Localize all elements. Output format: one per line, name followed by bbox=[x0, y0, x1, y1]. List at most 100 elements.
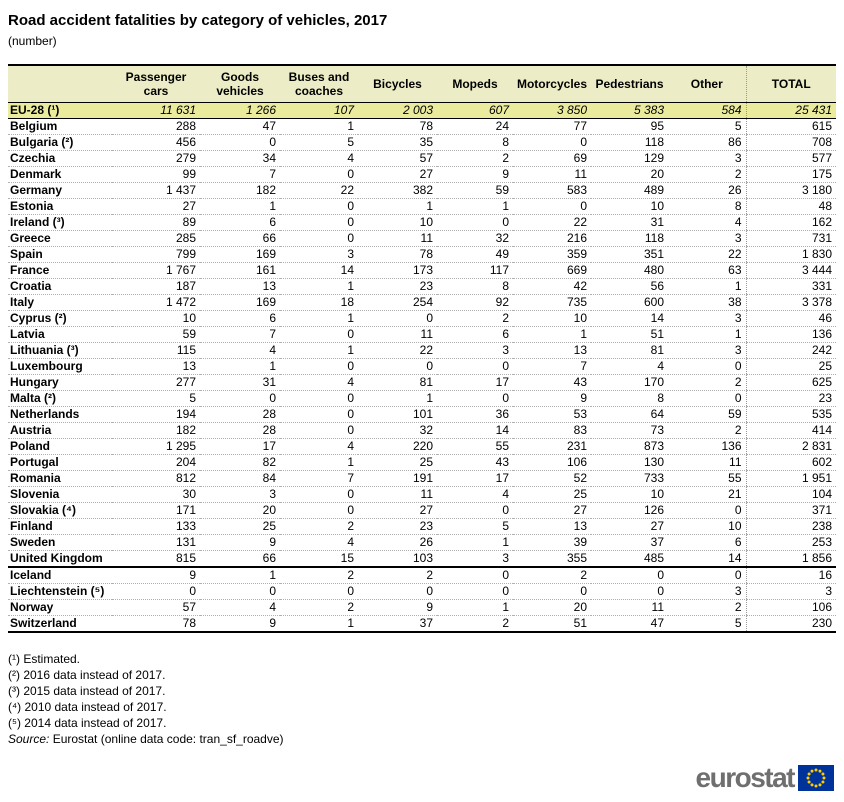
value-cell: 0 bbox=[437, 358, 513, 375]
value-cell: 0 bbox=[280, 214, 358, 231]
value-cell: 2 bbox=[280, 518, 358, 535]
value-cell: 669 bbox=[513, 262, 591, 279]
value-cell: 0 bbox=[437, 583, 513, 600]
value-cell: 1 bbox=[437, 534, 513, 551]
value-cell: 3 bbox=[668, 310, 746, 327]
value-cell: 230 bbox=[745, 615, 836, 633]
value-cell: 171 bbox=[112, 502, 200, 519]
value-cell: 1 bbox=[437, 198, 513, 215]
value-cell: 254 bbox=[358, 294, 437, 311]
value-cell: 6 bbox=[668, 534, 746, 551]
row-label: France bbox=[8, 262, 112, 279]
table-row: United Kingdom 815 66 15 103 3 355 485 14 1 856 bbox=[8, 550, 836, 568]
column-header: Buses and coaches bbox=[280, 64, 358, 103]
value-cell: 99 bbox=[112, 166, 200, 183]
row-label: United Kingdom bbox=[8, 550, 112, 568]
value-cell: 3 bbox=[437, 550, 513, 568]
value-cell: 27 bbox=[112, 198, 200, 215]
value-cell: 7 bbox=[280, 470, 358, 487]
value-cell: 175 bbox=[745, 166, 836, 183]
table-row: EU-28 (¹) 11 631 1 266 107 2 003 607 3 850 5 38… bbox=[8, 102, 836, 119]
row-label: Netherlands bbox=[8, 406, 112, 423]
row-label: Norway bbox=[8, 599, 112, 616]
column-header-empty bbox=[8, 64, 112, 103]
value-cell: 63 bbox=[668, 262, 746, 279]
value-cell: 162 bbox=[745, 214, 836, 231]
value-cell: 27 bbox=[358, 166, 437, 183]
value-cell: 4 bbox=[668, 214, 746, 231]
value-cell: 13 bbox=[112, 358, 200, 375]
value-cell: 30 bbox=[112, 486, 200, 503]
value-cell: 485 bbox=[591, 550, 668, 568]
value-cell: 331 bbox=[745, 278, 836, 295]
value-cell: 14 bbox=[668, 550, 746, 568]
column-header: Pedestrians bbox=[591, 64, 668, 103]
value-cell: 14 bbox=[437, 422, 513, 439]
value-cell: 0 bbox=[513, 583, 591, 600]
value-cell: 52 bbox=[513, 470, 591, 487]
value-cell: 625 bbox=[745, 374, 836, 391]
column-header: TOTAL bbox=[745, 64, 836, 103]
value-cell: 27 bbox=[513, 502, 591, 519]
value-cell: 25 bbox=[745, 358, 836, 375]
value-cell: 32 bbox=[437, 230, 513, 247]
row-label: Belgium bbox=[8, 118, 112, 135]
value-cell: 238 bbox=[745, 518, 836, 535]
table-row: Iceland 9 1 2 2 0 2 0 0 16 bbox=[8, 567, 836, 584]
value-cell: 23 bbox=[358, 278, 437, 295]
table-header: Passenger cars Goods vehicles Buses and co… bbox=[8, 64, 836, 103]
value-cell: 9 bbox=[437, 166, 513, 183]
value-cell: 4 bbox=[280, 150, 358, 167]
value-cell: 169 bbox=[200, 246, 280, 263]
row-label: Czechia bbox=[8, 150, 112, 167]
value-cell: 22 bbox=[513, 214, 591, 231]
unit-label: (number) bbox=[8, 34, 57, 48]
row-label: Austria bbox=[8, 422, 112, 439]
value-cell: 456 bbox=[112, 134, 200, 151]
value-cell: 25 431 bbox=[745, 102, 836, 119]
row-label: Germany bbox=[8, 182, 112, 199]
value-cell: 39 bbox=[513, 534, 591, 551]
table-row: Greece 285 66 0 11 32 216 118 3 731 bbox=[8, 230, 836, 247]
value-cell: 25 bbox=[200, 518, 280, 535]
value-cell: 279 bbox=[112, 150, 200, 167]
value-cell: 1 856 bbox=[745, 550, 836, 568]
value-cell: 46 bbox=[745, 310, 836, 327]
value-cell: 34 bbox=[200, 150, 280, 167]
value-cell: 49 bbox=[437, 246, 513, 263]
value-cell: 10 bbox=[668, 518, 746, 535]
row-label: Spain bbox=[8, 246, 112, 263]
row-label: Malta (²) bbox=[8, 390, 112, 407]
table-row: Czechia 279 34 4 57 2 69 129 3 577 bbox=[8, 150, 836, 167]
table-row: Latvia 59 7 0 11 6 1 51 1 136 bbox=[8, 326, 836, 343]
row-label: Hungary bbox=[8, 374, 112, 391]
value-cell: 7 bbox=[513, 358, 591, 375]
value-cell: 11 bbox=[668, 454, 746, 471]
value-cell: 0 bbox=[280, 198, 358, 215]
table-row: Lithuania (³) 115 4 1 22 3 13 81 3 242 bbox=[8, 342, 836, 359]
value-cell: 583 bbox=[513, 182, 591, 199]
value-cell: 55 bbox=[668, 470, 746, 487]
value-cell: 220 bbox=[358, 438, 437, 455]
value-cell: 1 bbox=[513, 326, 591, 343]
value-cell: 37 bbox=[591, 534, 668, 551]
value-cell: 253 bbox=[745, 534, 836, 551]
table-row: Malta (²) 5 0 0 1 0 9 8 0 23 bbox=[8, 390, 836, 407]
value-cell: 3 378 bbox=[745, 294, 836, 311]
table-row: Slovenia 30 3 0 11 4 25 10 21 104 bbox=[8, 486, 836, 503]
value-cell: 584 bbox=[668, 102, 746, 119]
value-cell: 48 bbox=[745, 198, 836, 215]
footnote: (²) 2016 data instead of 2017. bbox=[8, 668, 166, 682]
value-cell: 104 bbox=[745, 486, 836, 503]
value-cell: 83 bbox=[513, 422, 591, 439]
value-cell: 2 bbox=[437, 310, 513, 327]
value-cell: 11 631 bbox=[112, 102, 200, 119]
value-cell: 5 bbox=[437, 518, 513, 535]
value-cell: 17 bbox=[437, 374, 513, 391]
value-cell: 25 bbox=[513, 486, 591, 503]
value-cell: 285 bbox=[112, 230, 200, 247]
value-cell: 47 bbox=[591, 615, 668, 633]
source-line: Source: Eurostat (online data code: tran… bbox=[8, 731, 836, 747]
value-cell: 18 bbox=[280, 294, 358, 311]
value-cell: 216 bbox=[513, 230, 591, 247]
